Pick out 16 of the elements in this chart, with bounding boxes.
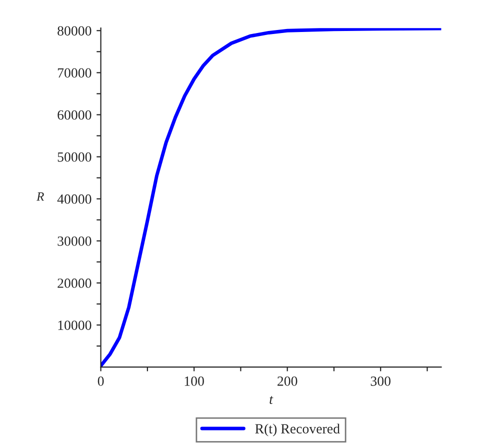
x-tick-label: 0 <box>98 376 104 386</box>
y-axis-title: R <box>36 192 44 201</box>
y-tick-label: 10000 <box>58 320 92 330</box>
y-tick-label: 50000 <box>58 152 92 162</box>
y-tick-label: 70000 <box>58 68 92 78</box>
y-tick-label: 80000 <box>58 26 92 36</box>
y-tick-label: 60000 <box>58 110 92 120</box>
legend-label: R(t) Recovered <box>255 424 340 436</box>
x-tick-label: 300 <box>370 376 390 386</box>
x-axis-title: t <box>270 396 274 404</box>
y-tick-label: 30000 <box>58 236 92 246</box>
x-tick-label: 100 <box>184 376 204 386</box>
line-series <box>100 28 442 368</box>
x-tick-label: 200 <box>278 376 298 386</box>
y-tick-label: 20000 <box>58 278 92 288</box>
y-tick-label: 40000 <box>57 194 92 204</box>
